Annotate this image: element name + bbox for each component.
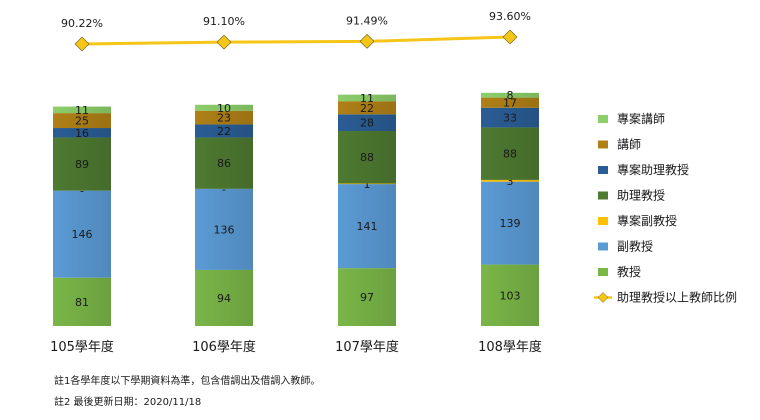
bar-segment xyxy=(481,181,539,265)
bar-segment xyxy=(195,110,253,125)
ratio-label: 93.60% xyxy=(489,10,531,23)
data-label: 139 xyxy=(500,217,521,230)
data-label: 33 xyxy=(503,112,517,125)
ratio-marker xyxy=(216,34,232,50)
data-label: 146 xyxy=(72,228,93,241)
bar-segment xyxy=(338,94,396,102)
data-label: 11 xyxy=(75,104,89,117)
legend-marker xyxy=(597,292,609,303)
ratio-label: 91.49% xyxy=(346,14,388,27)
data-label: 10 xyxy=(217,102,231,115)
data-label: 22 xyxy=(217,125,231,138)
legend-item: 副教授 xyxy=(598,239,653,254)
legend-swatch xyxy=(598,115,608,123)
legend-item: 專案助理教授 xyxy=(598,162,689,177)
note-1: 註1各學年度以下學期資料為準，包含借調出及借調入教師。 xyxy=(54,376,321,387)
legend-label: 專案講師 xyxy=(617,111,665,126)
bar-segment xyxy=(481,179,539,182)
legend-label: 專案助理教授 xyxy=(617,162,689,177)
data-label: 25 xyxy=(75,115,89,128)
legend-item: 專案副教授 xyxy=(598,213,677,228)
ratio-marker xyxy=(74,36,90,52)
bar-segment xyxy=(195,124,253,138)
legend-item: 專案講師 xyxy=(598,111,665,126)
bar-segment xyxy=(481,107,539,128)
legend-label: 教授 xyxy=(617,264,641,279)
data-label: 88 xyxy=(503,148,517,161)
data-label: 88 xyxy=(360,151,374,164)
category-label: 105學年度 xyxy=(50,339,114,355)
ratio-label: 90.22% xyxy=(61,17,103,30)
note-2: 註2 最後更新日期：2020/11/18 xyxy=(54,397,202,408)
legend-swatch xyxy=(598,191,608,200)
data-label: 97 xyxy=(360,291,374,304)
bar-segment xyxy=(338,101,396,115)
data-label: 141 xyxy=(357,220,378,233)
data-label: 94 xyxy=(217,292,231,305)
legend-swatch xyxy=(598,268,608,276)
bar-segment xyxy=(53,128,111,138)
bar-segment xyxy=(481,92,539,98)
data-label: 23 xyxy=(217,112,231,125)
bar-segment xyxy=(338,114,396,132)
data-label: 89 xyxy=(75,158,89,171)
category-label: 107學年度 xyxy=(335,339,399,355)
bar-segment xyxy=(53,106,111,114)
ratio-label: 91.10% xyxy=(203,15,245,28)
data-label: 103 xyxy=(500,289,521,302)
legend-swatch xyxy=(598,140,608,149)
legend-swatch xyxy=(598,166,608,174)
data-label: - xyxy=(222,183,226,196)
data-label: 1 xyxy=(364,178,371,191)
category-label: 106學年度 xyxy=(192,339,256,355)
bar-segment xyxy=(53,113,111,129)
legend-label: 助理教授以上教師比例 xyxy=(617,290,737,305)
data-label: 81 xyxy=(75,296,89,309)
data-label: 3 xyxy=(507,175,514,188)
bar-segment xyxy=(195,137,253,189)
bar-segment xyxy=(53,190,111,278)
data-label: 22 xyxy=(360,102,374,115)
legend-item: 教授 xyxy=(598,264,641,279)
bar-segment xyxy=(338,184,396,269)
data-label: 86 xyxy=(217,157,231,170)
legend-item: 助理教授以上教師比例 xyxy=(594,290,737,305)
bar-segment xyxy=(53,137,111,191)
data-label: 8 xyxy=(507,89,514,102)
data-label: 28 xyxy=(360,117,374,130)
legend-label: 副教授 xyxy=(617,239,653,254)
data-label: 17 xyxy=(503,97,517,110)
data-label: - xyxy=(80,185,84,198)
legend-label: 助理教授 xyxy=(617,188,665,203)
bar-segment xyxy=(195,269,253,326)
bar-segment xyxy=(338,131,396,184)
ratio-marker xyxy=(502,29,518,45)
legend-item: 講師 xyxy=(598,137,641,152)
bar-segment xyxy=(338,183,396,185)
data-label: 16 xyxy=(75,127,89,140)
data-label: 11 xyxy=(360,92,374,105)
legend-label: 講師 xyxy=(617,137,641,152)
bar-segment xyxy=(481,97,539,108)
legend-item: 助理教授 xyxy=(598,188,665,203)
bar-segment xyxy=(481,127,539,180)
bar-segment xyxy=(481,264,539,326)
ratio-line xyxy=(81,35,511,46)
ratio-marker xyxy=(359,33,375,49)
legend-swatch xyxy=(598,217,608,225)
bar-segment xyxy=(53,277,111,326)
bar-segment xyxy=(195,104,253,111)
bar-segment xyxy=(338,268,396,326)
legend-swatch xyxy=(598,242,608,251)
category-label: 108學年度 xyxy=(478,339,542,355)
bar-segment xyxy=(195,188,253,270)
data-label: 136 xyxy=(214,223,235,236)
legend-label: 專案副教授 xyxy=(617,213,677,228)
